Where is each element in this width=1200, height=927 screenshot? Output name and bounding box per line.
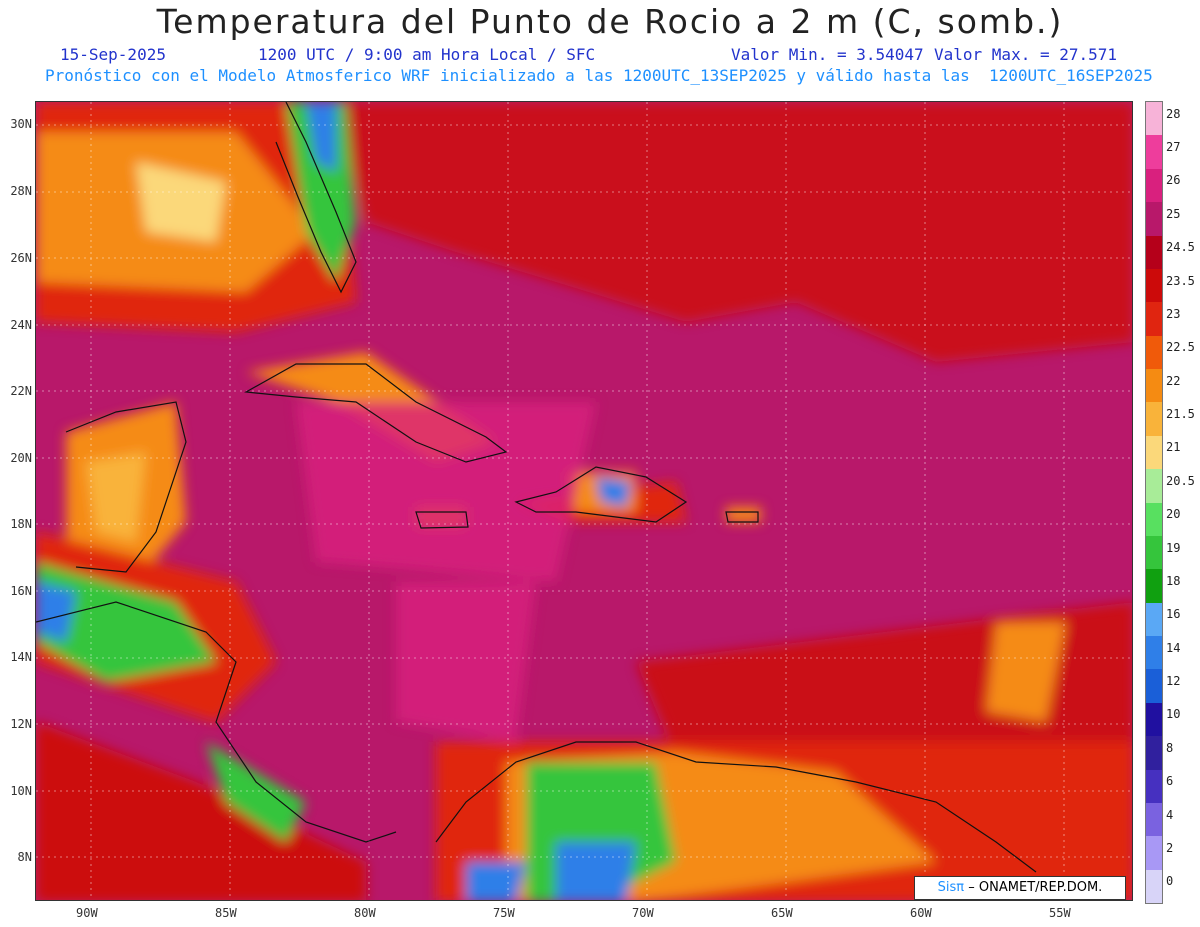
colorbar-label: 8 [1166, 740, 1174, 755]
valid-time: 1200 UTC / 9:00 am Hora Local / SFC [258, 45, 596, 64]
colorbar-bin [1146, 202, 1162, 236]
lon-label-80w: 80W [354, 906, 376, 920]
lat-label-24n: 24N [10, 318, 32, 332]
min-value: Valor Min. = 3.54047 [731, 45, 924, 64]
colorbar-label: 27 [1166, 140, 1181, 155]
colorbar-label: 28 [1166, 106, 1181, 121]
colorbar-bin [1146, 135, 1162, 169]
colorbar-bin [1146, 569, 1162, 603]
colorbar-label: 21 [1166, 440, 1181, 455]
lon-label-70w: 70W [632, 906, 654, 920]
colorbar-label: 21.5 [1166, 407, 1195, 422]
colorbar-bin [1146, 435, 1162, 470]
colorbar-bin [1146, 636, 1162, 670]
colorbar-label: 19 [1166, 540, 1181, 555]
lon-label-75w: 75W [493, 906, 515, 920]
colorbar-label: 12 [1166, 674, 1181, 689]
colorbar-label: 20.5 [1166, 473, 1195, 488]
brand-sispi: Sisπ [937, 880, 965, 895]
colorbar-bin [1146, 235, 1162, 269]
max-value: Valor Max. = 27.571 [934, 45, 1118, 64]
lat-label-18n: 18N [10, 517, 32, 531]
colorbar-label: 22 [1166, 373, 1181, 388]
lat-label-26n: 26N [10, 251, 32, 265]
lon-label-65w: 65W [771, 906, 793, 920]
colorbar-bin [1146, 168, 1162, 203]
colorbar-label: 20 [1166, 507, 1181, 522]
lon-label-90w: 90W [76, 906, 98, 920]
valid-date: 15-Sep-2025 [60, 45, 166, 64]
colorbar-label: 26 [1166, 173, 1181, 188]
colorbar-label: 22.5 [1166, 340, 1195, 355]
colorbar-bin [1146, 802, 1162, 837]
colorbar-label: 10 [1166, 707, 1181, 722]
lon-label-60w: 60W [910, 906, 932, 920]
forecast-info: Pronóstico con el Modelo Atmosferico WRF… [45, 66, 1153, 85]
lat-label-8n: 8N [17, 850, 32, 864]
lat-label-16n: 16N [10, 584, 32, 598]
lat-label-12n: 12N [10, 717, 32, 731]
colorbar-bin [1146, 102, 1162, 136]
colorbar-bin [1146, 736, 1162, 770]
lat-label-20n: 20N [10, 451, 32, 465]
colorbar-bin [1146, 335, 1162, 369]
colorbar-bin [1146, 369, 1162, 403]
colorbar-bin [1146, 469, 1162, 503]
colorbar-label: 14 [1166, 640, 1181, 655]
credit-box: Sisπ – ONAMET/REP.DOM. [914, 876, 1126, 900]
colorbar-label: 2 [1166, 840, 1174, 855]
lat-label-14n: 14N [10, 650, 32, 664]
lat-label-10n: 10N [10, 784, 32, 798]
lat-label-22n: 22N [10, 384, 32, 398]
colorbar-label: 6 [1166, 774, 1174, 789]
colorbar-label: 23.5 [1166, 273, 1195, 288]
colorbar-bin [1146, 869, 1162, 903]
colorbar-bin [1146, 702, 1162, 737]
colorbar-bin [1146, 268, 1162, 303]
map-canvas [36, 102, 1132, 900]
colorbar-label: 25 [1166, 206, 1181, 221]
colorbar [1145, 101, 1163, 904]
colorbar-bin [1146, 402, 1162, 436]
colorbar-bin [1146, 502, 1162, 536]
lon-label-55w: 55W [1049, 906, 1071, 920]
colorbar-label: 18 [1166, 573, 1181, 588]
colorbar-bin [1146, 836, 1162, 870]
colorbar-bin [1146, 302, 1162, 336]
dewpoint-map [35, 101, 1133, 901]
colorbar-bin [1146, 602, 1162, 636]
credit-text: – ONAMET/REP.DOM. [968, 880, 1103, 895]
colorbar-bin [1146, 769, 1162, 803]
colorbar-label: 0 [1166, 874, 1174, 889]
colorbar-bin [1146, 669, 1162, 703]
colorbar-label: 23 [1166, 306, 1181, 321]
colorbar-label: 16 [1166, 607, 1181, 622]
colorbar-label: 24.5 [1166, 240, 1195, 255]
map-title: Temperatura del Punto de Rocio a 2 m (C,… [156, 2, 1064, 41]
colorbar-label: 4 [1166, 807, 1174, 822]
colorbar-bin [1146, 535, 1162, 570]
lat-label-30n: 30N [10, 117, 32, 131]
lon-label-85w: 85W [215, 906, 237, 920]
lat-label-28n: 28N [10, 184, 32, 198]
